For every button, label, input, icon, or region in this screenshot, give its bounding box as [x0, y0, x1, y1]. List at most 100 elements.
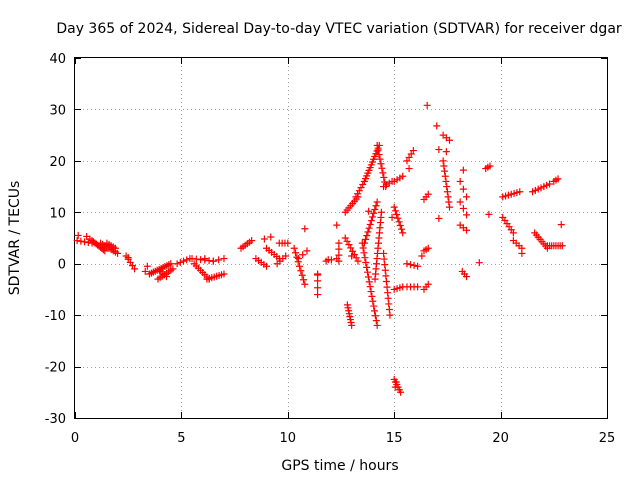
data-point [371, 307, 379, 315]
data-point [358, 239, 366, 247]
data-point [77, 237, 85, 245]
data-point [456, 177, 464, 185]
data-point [292, 249, 300, 257]
data-point [372, 202, 380, 210]
data-point [347, 318, 355, 326]
data-point [362, 235, 370, 243]
data-point [297, 267, 305, 275]
data-point [314, 284, 322, 292]
data-point [359, 244, 367, 252]
data-point [380, 173, 388, 181]
data-point [373, 141, 381, 149]
data-point [359, 181, 367, 189]
data-point [554, 175, 562, 183]
data-point [459, 204, 467, 212]
data-point [442, 148, 450, 156]
data-point [414, 262, 422, 270]
data-point [220, 270, 228, 278]
data-point [370, 209, 378, 217]
data-point [441, 167, 449, 175]
data-point [99, 246, 107, 254]
data-point [440, 162, 448, 170]
data-point [388, 213, 396, 221]
data-point [352, 193, 360, 201]
data-point [390, 203, 398, 211]
data-point [386, 311, 394, 319]
data-point [364, 268, 372, 276]
data-point [443, 183, 451, 191]
data-point [378, 164, 386, 172]
data-point [396, 222, 404, 230]
data-point [409, 147, 417, 155]
data-point [294, 255, 302, 263]
data-point [375, 151, 383, 159]
x-tick-label: 25 [599, 431, 616, 446]
data-point [335, 251, 343, 259]
axis-ticks: 0 5 10 15 20 25 -30 -20 -10 0 10 20 30 40 [45, 52, 616, 446]
data-point [399, 229, 407, 237]
data-point [443, 188, 451, 196]
data-point [348, 252, 356, 260]
data-point [303, 247, 311, 255]
data-point [459, 166, 467, 174]
data-point [343, 237, 351, 245]
data-point [446, 203, 454, 211]
y-tick-label: 30 [49, 103, 66, 118]
y-axis-label: SDTVAR / TECUs [7, 181, 23, 296]
data-point [299, 251, 307, 259]
data-point [282, 252, 290, 260]
y-tick-label: -20 [45, 361, 66, 376]
data-point [355, 187, 363, 195]
data-point [215, 256, 223, 264]
data-point [423, 101, 431, 109]
data-point [86, 235, 94, 243]
data-point [114, 249, 122, 257]
data-point [367, 217, 375, 225]
data-point [354, 257, 362, 265]
data-point [441, 172, 449, 180]
data-point [376, 155, 384, 163]
data-marks [73, 101, 566, 396]
data-point [301, 280, 309, 288]
data-point [301, 225, 309, 233]
x-tick-label: 5 [177, 431, 185, 446]
data-point [81, 238, 89, 246]
data-point [418, 252, 426, 260]
data-point [463, 273, 471, 281]
data-point [509, 229, 517, 237]
data-point [379, 169, 387, 177]
data-point [296, 262, 304, 270]
y-tick-label: 20 [49, 155, 66, 170]
y-tick-label: 10 [49, 206, 66, 221]
data-point [360, 249, 368, 257]
data-point [391, 207, 399, 215]
data-point [343, 301, 351, 309]
data-point [365, 278, 373, 286]
data-point [365, 224, 373, 232]
data-point [363, 232, 371, 240]
data-point [391, 383, 399, 391]
data-point [167, 260, 175, 268]
x-axis-label: GPS time / hours [281, 458, 398, 474]
data-point [260, 235, 268, 243]
data-point [131, 265, 139, 273]
data-point [345, 307, 353, 315]
data-point [407, 261, 415, 269]
data-point [335, 239, 343, 247]
grid [75, 58, 607, 418]
data-point [444, 193, 452, 201]
data-point [485, 210, 493, 218]
data-point [141, 267, 149, 275]
data-point [369, 297, 377, 305]
data-point [475, 259, 483, 267]
data-point [463, 211, 471, 219]
data-point [347, 244, 355, 252]
data-point [366, 283, 374, 291]
data-point [73, 237, 81, 245]
data-point [368, 292, 376, 300]
data-point [284, 239, 292, 247]
data-point [373, 321, 381, 329]
data-point [445, 198, 453, 206]
data-point [373, 198, 381, 206]
